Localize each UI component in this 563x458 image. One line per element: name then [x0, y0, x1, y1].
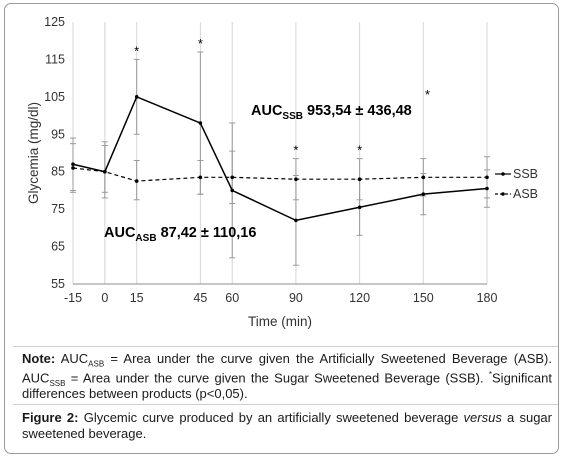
note-text-3: = Area under the curve given the Sugar S… — [65, 370, 489, 386]
x-axis-title: Time (min) — [248, 314, 312, 329]
legend-label-ssb: SSB — [513, 167, 538, 181]
series-line-asb — [72, 167, 487, 182]
x-tick-label: 150 — [413, 291, 434, 305]
data-point-asb — [357, 177, 362, 181]
data-point-ssb — [230, 188, 235, 193]
auc-ssb-significance-mark: * — [425, 87, 430, 102]
x-tick-label: 120 — [349, 291, 370, 305]
auc-asb-annotation: AUCASB 87,42 ± 110,16 — [104, 225, 256, 244]
caption-text-1: Glycemic curve produced by an artificial… — [78, 410, 464, 425]
y-tick-label: 55 — [51, 277, 65, 291]
auc-ssb-annotation: AUCSSB 953,54 ± 436,48 — [251, 103, 412, 122]
data-point-asb — [134, 179, 139, 183]
note-text-2: = Area under the curve given the Artific… — [22, 351, 552, 386]
data-point-asb — [103, 169, 107, 174]
figure-note: Note: AUCASB = Area under the curve give… — [22, 351, 552, 402]
data-point-asb — [485, 175, 489, 180]
note-label: Note: — [22, 351, 56, 366]
figure-caption: Figure 2: Glycemic curve produced by an … — [22, 410, 552, 442]
significance-mark: * — [198, 36, 203, 51]
y-tick-label: 85 — [51, 165, 65, 179]
data-point-ssb — [357, 205, 362, 210]
glycemia-chart: 55 65 75 85 95 105 115 125 -15 0 15 45 60 90 120 150 180… — [26, 15, 538, 329]
data-point-ssb — [485, 186, 489, 191]
significance-mark: * — [357, 143, 362, 158]
caption-label: Figure 2: — [22, 410, 79, 425]
note-significance-mark: * — [488, 370, 493, 379]
data-point-asb — [230, 175, 235, 180]
x-tick-label: 45 — [193, 291, 207, 305]
legend-marker-asb — [501, 192, 505, 196]
data-point-asb — [71, 166, 75, 170]
data-point-ssb — [294, 218, 298, 223]
x-tick-label: 15 — [130, 291, 144, 305]
figure-frame: 55 65 75 85 95 105 115 125 -15 0 15 45 60 90 120 150 180… — [4, 3, 559, 454]
data-point-ssb — [71, 162, 75, 167]
y-tick-label: 95 — [51, 127, 65, 141]
data-point-asb — [421, 175, 426, 180]
legend-label-asb: ASB — [513, 187, 538, 201]
data-point-ssb — [421, 192, 426, 196]
y-tick-label: 105 — [44, 90, 65, 104]
x-tick-label: -15 — [64, 291, 82, 305]
note-separator — [13, 346, 558, 347]
y-tick-label: 75 — [51, 202, 65, 216]
note-sub-ssb: SSB — [49, 378, 66, 388]
x-tick-label: 0 — [101, 291, 108, 305]
caption-italic: versus — [463, 410, 502, 425]
note-text-4: Significant differences between products… — [22, 370, 552, 402]
caption-separator — [13, 404, 558, 405]
note-sub-asb: ASB — [88, 359, 105, 369]
x-tick-label: 180 — [477, 291, 498, 305]
data-point-ssb — [198, 121, 203, 125]
data-point-ssb — [134, 95, 139, 99]
legend-marker-ssb — [501, 172, 505, 176]
data-point-asb — [198, 175, 203, 180]
significance-mark: * — [293, 143, 298, 158]
y-axis-title: Glycemia (mg/dl) — [26, 102, 41, 204]
y-tick-label: 115 — [45, 52, 65, 66]
significance-mark: * — [134, 43, 139, 58]
y-tick-label: 125 — [44, 15, 65, 29]
note-text-1: AUC — [55, 351, 89, 366]
x-tick-label: 90 — [289, 291, 303, 305]
data-point-asb — [294, 177, 298, 181]
caption-text-2: a sugar sweetened beverage. — [22, 410, 552, 441]
x-tick-label: 60 — [225, 291, 239, 305]
y-tick-label: 65 — [51, 240, 65, 254]
